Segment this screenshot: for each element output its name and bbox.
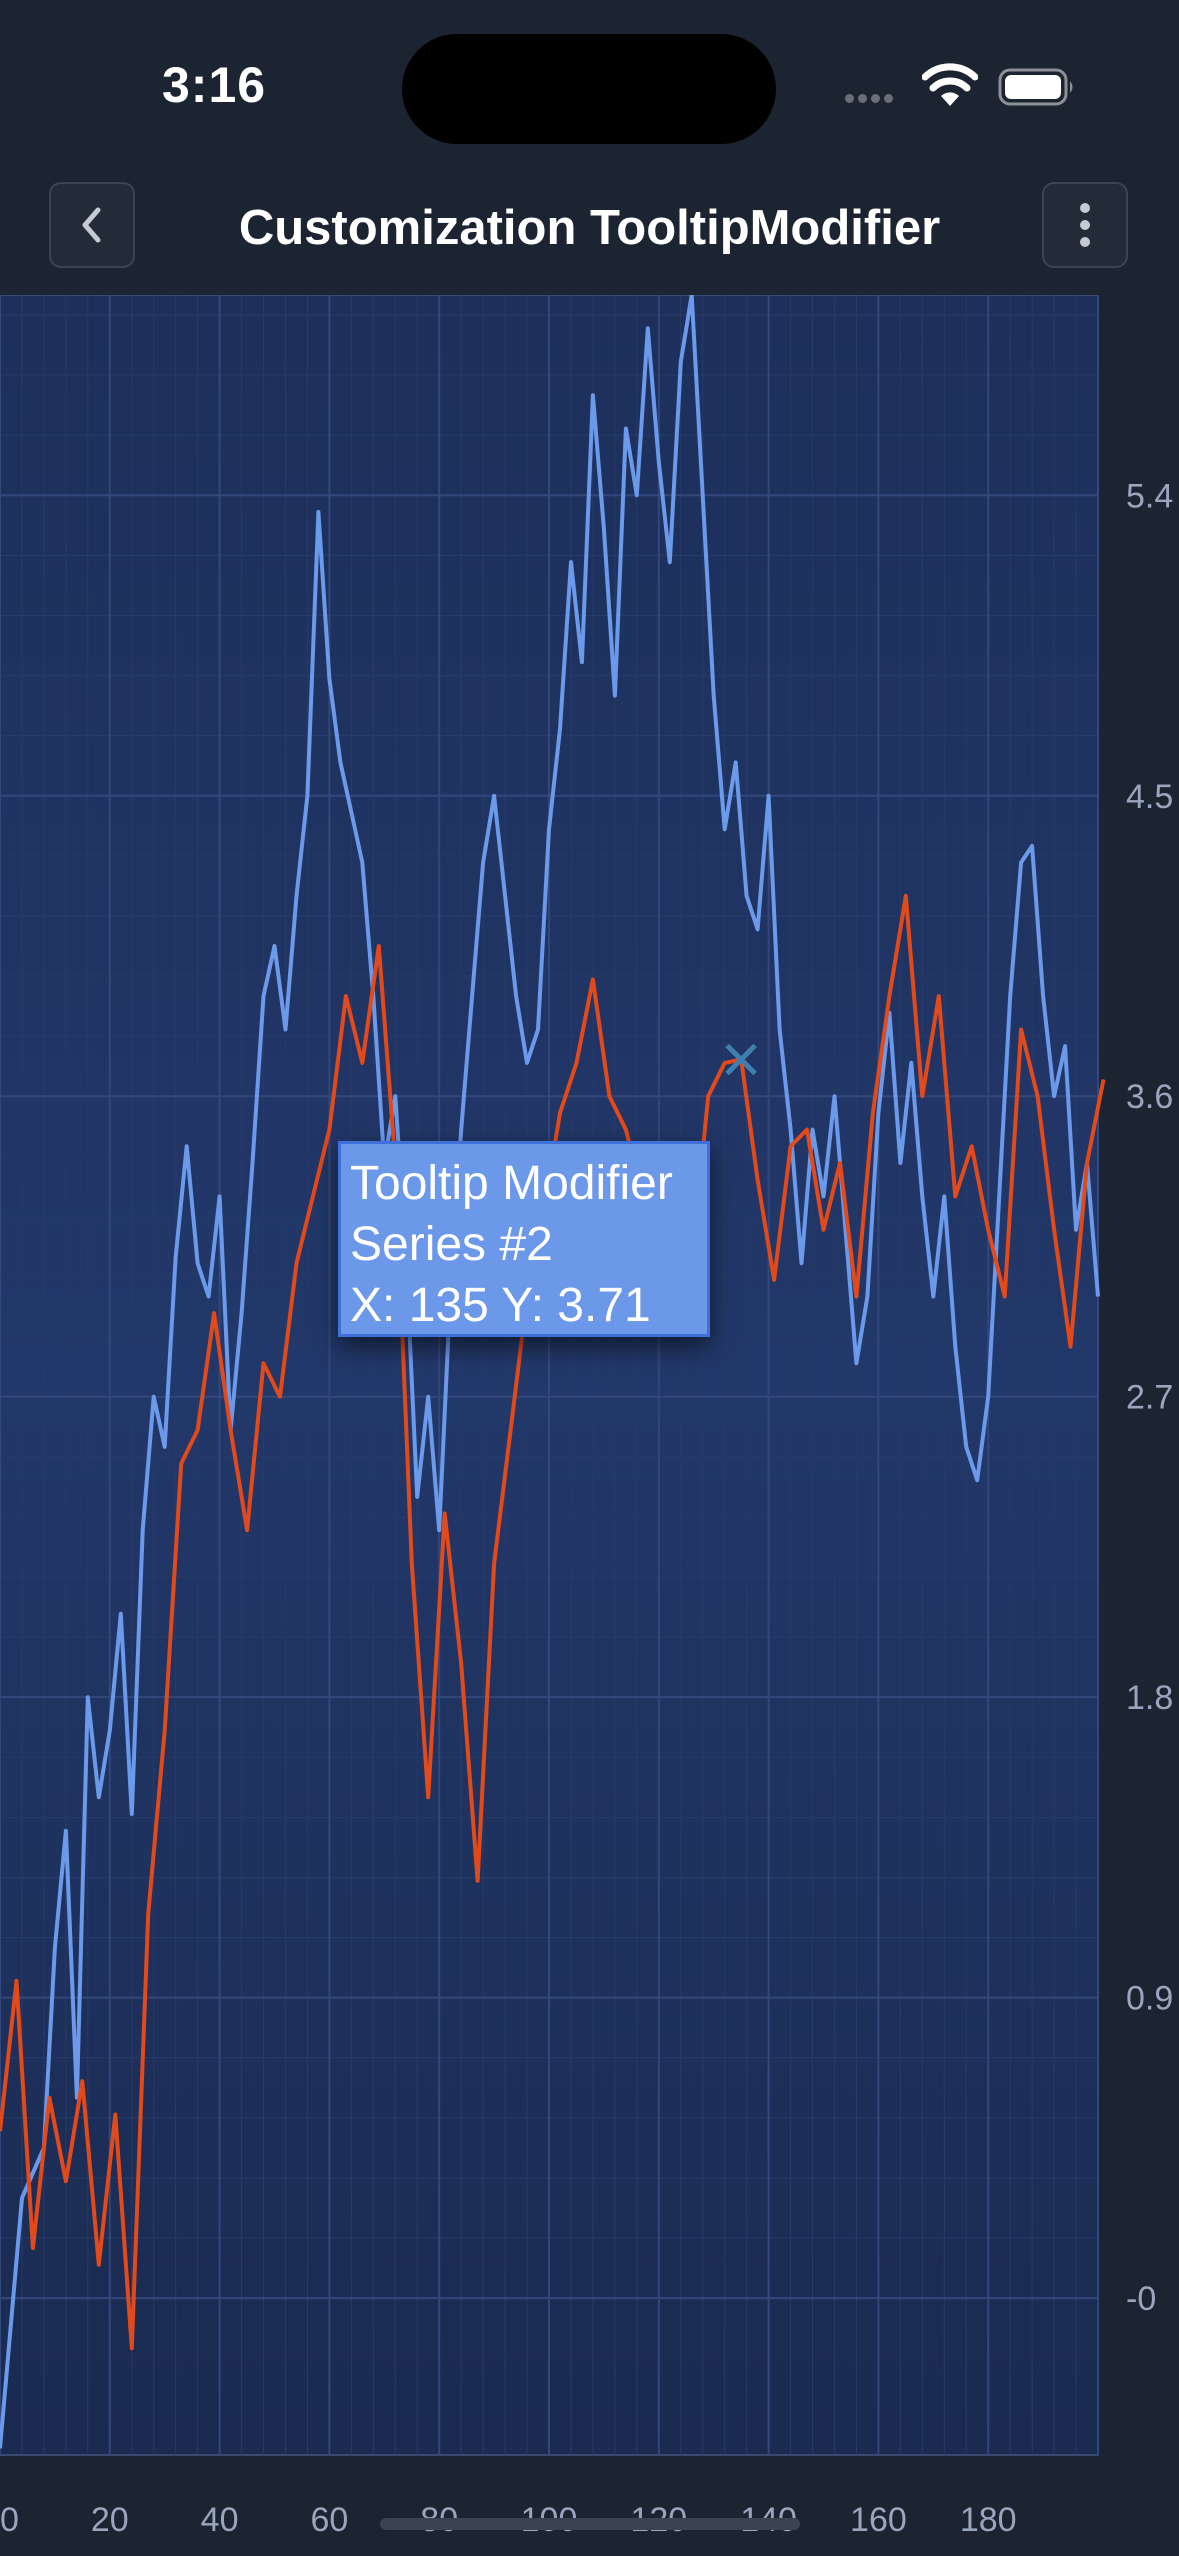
status-time: 3:16 — [162, 57, 267, 113]
x-tick-label: 60 — [310, 2501, 348, 2539]
back-button[interactable] — [49, 182, 135, 268]
tooltip-title: Tooltip Modifier — [350, 1157, 673, 1210]
chevron-left-icon — [82, 207, 101, 243]
y-axis-labels: -0 0.9 1.8 2.7 3.6 4.5 5.4 — [1126, 477, 1173, 2318]
x-tick-label: 40 — [201, 2501, 239, 2539]
y-tick-label: 1.8 — [1126, 1679, 1173, 1717]
home-indicator — [380, 2518, 800, 2530]
battery-icon — [998, 68, 1073, 106]
line-chart[interactable]: -00.91.82.73.64.55.4 0204060801001201401… — [0, 295, 1179, 2556]
tooltip-values: X: 135 Y: 3.71 — [350, 1279, 651, 1332]
y-tick-label: -0 — [1126, 2280, 1156, 2318]
dynamic-island — [402, 34, 776, 144]
major-grid — [0, 295, 1099, 2455]
y-tick-label: 3.6 — [1126, 1078, 1173, 1116]
x-tick-label: 180 — [960, 2501, 1017, 2539]
status-bar: 3:16 — [0, 0, 1179, 160]
series-line-1 — [0, 295, 1100, 2449]
y-tick-label: 4.5 — [1126, 778, 1173, 816]
y-tick-label: 0.9 — [1126, 1980, 1173, 2018]
marker-stroke-b — [725, 1043, 757, 1076]
navigation-bar: Customization TooltipModifier — [0, 160, 1179, 295]
y-tick-label: 5.4 — [1126, 477, 1173, 515]
y-tick-label: 2.7 — [1126, 1379, 1173, 1417]
tooltip-series: Series #2 — [350, 1218, 553, 1271]
x-tick-label: 160 — [850, 2501, 907, 2539]
hit-marker — [725, 1043, 757, 1076]
more-vertical-icon — [1080, 203, 1090, 247]
chart-area[interactable]: -00.91.82.73.64.55.4 0204060801001201401… — [0, 295, 1179, 2556]
wifi-icon — [922, 63, 978, 106]
tooltip: Tooltip Modifier Series #2 X: 135 Y: 3.7… — [338, 1141, 710, 1337]
page-title: Customization TooltipModifier — [238, 201, 941, 255]
minor-grid — [0, 295, 1098, 2455]
x-axis-labels: 020406080100120140160180 — [0, 2501, 1017, 2539]
x-tick-label: 0 — [0, 2501, 19, 2539]
cellular-signal-icon — [845, 94, 905, 106]
x-tick-label: 20 — [91, 2501, 129, 2539]
more-options-button[interactable] — [1042, 182, 1128, 268]
